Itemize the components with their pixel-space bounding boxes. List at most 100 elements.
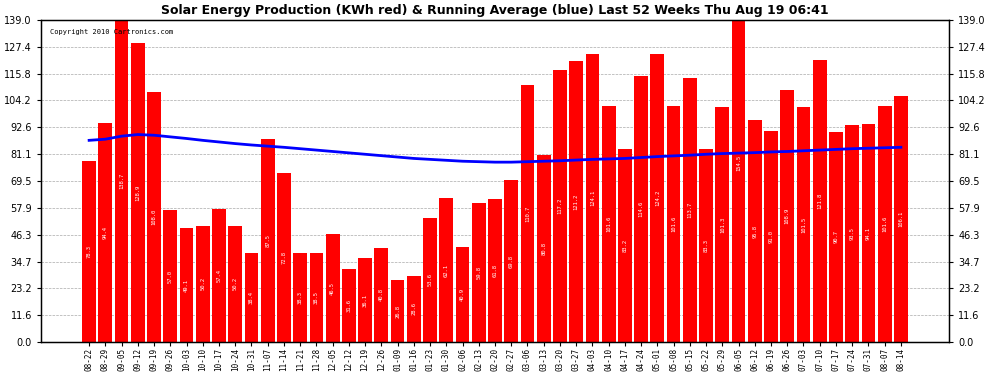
Bar xyxy=(797,107,811,342)
Text: Copyright 2010 Cartronics.com: Copyright 2010 Cartronics.com xyxy=(50,29,173,35)
Text: 90.7: 90.7 xyxy=(834,231,839,243)
Text: 57.4: 57.4 xyxy=(217,269,222,282)
Bar xyxy=(163,210,177,342)
Text: 108.0: 108.0 xyxy=(151,209,156,225)
Text: 57.0: 57.0 xyxy=(167,270,173,282)
Bar xyxy=(699,149,713,342)
Text: 113.7: 113.7 xyxy=(687,202,692,218)
Bar xyxy=(813,60,827,342)
Bar xyxy=(488,199,502,342)
Text: 101.6: 101.6 xyxy=(882,216,887,232)
Bar xyxy=(455,247,469,342)
Bar xyxy=(732,0,745,342)
Text: 138.7: 138.7 xyxy=(119,173,124,189)
Text: 154.5: 154.5 xyxy=(736,155,742,171)
Bar xyxy=(342,269,355,342)
Text: 83.3: 83.3 xyxy=(704,239,709,252)
Text: 101.3: 101.3 xyxy=(720,216,725,233)
Text: 83.2: 83.2 xyxy=(623,239,628,252)
Bar xyxy=(98,123,112,342)
Bar xyxy=(666,106,680,342)
Text: 94.4: 94.4 xyxy=(103,226,108,239)
Bar xyxy=(504,180,518,342)
Bar xyxy=(780,90,794,342)
Bar xyxy=(747,120,761,342)
Text: 94.1: 94.1 xyxy=(866,226,871,240)
Bar xyxy=(878,106,892,342)
Text: 128.9: 128.9 xyxy=(136,184,141,201)
Bar xyxy=(212,209,226,342)
Bar xyxy=(115,20,129,342)
Bar xyxy=(293,253,307,342)
Text: 50.2: 50.2 xyxy=(233,278,238,290)
Text: 40.9: 40.9 xyxy=(460,288,465,301)
Text: 62.1: 62.1 xyxy=(444,264,448,277)
Text: 95.8: 95.8 xyxy=(752,225,757,237)
Bar xyxy=(358,258,372,342)
Text: 46.5: 46.5 xyxy=(330,282,336,295)
Bar xyxy=(635,76,648,342)
Text: 61.8: 61.8 xyxy=(492,264,498,277)
Bar xyxy=(310,253,324,342)
Bar xyxy=(472,204,486,342)
Text: 31.6: 31.6 xyxy=(346,299,351,312)
Bar xyxy=(537,155,550,342)
Bar xyxy=(829,132,842,342)
Text: 106.1: 106.1 xyxy=(898,211,904,227)
Text: 80.8: 80.8 xyxy=(542,242,546,255)
Bar xyxy=(196,226,210,342)
Bar xyxy=(553,70,567,342)
Bar xyxy=(407,276,421,342)
Text: 53.6: 53.6 xyxy=(428,273,433,286)
Text: 114.6: 114.6 xyxy=(639,201,644,217)
Text: 93.5: 93.5 xyxy=(849,227,854,240)
Text: 69.8: 69.8 xyxy=(509,255,514,268)
Bar xyxy=(894,96,908,342)
Bar xyxy=(391,280,405,342)
Text: 124.1: 124.1 xyxy=(590,190,595,206)
Text: 50.2: 50.2 xyxy=(200,278,205,290)
Text: 72.8: 72.8 xyxy=(281,251,286,264)
Text: 59.8: 59.8 xyxy=(476,266,481,279)
Bar xyxy=(179,228,193,342)
Text: 40.8: 40.8 xyxy=(379,288,384,302)
Bar xyxy=(148,92,161,342)
Text: 101.6: 101.6 xyxy=(671,216,676,232)
Text: 38.4: 38.4 xyxy=(248,291,254,304)
Text: 38.5: 38.5 xyxy=(314,291,319,304)
Text: 110.7: 110.7 xyxy=(525,206,530,222)
Bar xyxy=(131,43,145,342)
Bar xyxy=(716,107,730,342)
Text: 101.5: 101.5 xyxy=(801,216,806,232)
Text: 121.2: 121.2 xyxy=(573,194,579,210)
Text: 38.3: 38.3 xyxy=(298,291,303,304)
Bar xyxy=(245,253,258,342)
Text: 26.8: 26.8 xyxy=(395,304,400,318)
Text: 87.5: 87.5 xyxy=(265,234,270,247)
Text: 78.3: 78.3 xyxy=(86,245,92,258)
Bar xyxy=(650,54,664,342)
Text: 108.9: 108.9 xyxy=(785,208,790,224)
Title: Solar Energy Production (KWh red) & Running Average (blue) Last 52 Weeks Thu Aug: Solar Energy Production (KWh red) & Runn… xyxy=(161,4,829,17)
Bar xyxy=(521,86,535,342)
Text: 101.6: 101.6 xyxy=(606,216,611,232)
Bar xyxy=(602,106,616,342)
Bar xyxy=(440,198,453,342)
Bar xyxy=(683,78,697,342)
Bar xyxy=(569,61,583,342)
Bar xyxy=(277,173,291,342)
Bar xyxy=(260,139,274,342)
Text: 117.2: 117.2 xyxy=(557,198,562,214)
Bar xyxy=(326,234,340,342)
Bar xyxy=(423,218,437,342)
Bar xyxy=(845,125,859,342)
Bar xyxy=(618,149,632,342)
Text: 91.0: 91.0 xyxy=(768,230,773,243)
Bar xyxy=(374,248,388,342)
Text: 124.2: 124.2 xyxy=(654,190,660,206)
Bar xyxy=(585,54,599,342)
Text: 49.1: 49.1 xyxy=(184,279,189,292)
Bar xyxy=(764,131,778,342)
Text: 36.1: 36.1 xyxy=(362,294,367,307)
Bar xyxy=(229,226,243,342)
